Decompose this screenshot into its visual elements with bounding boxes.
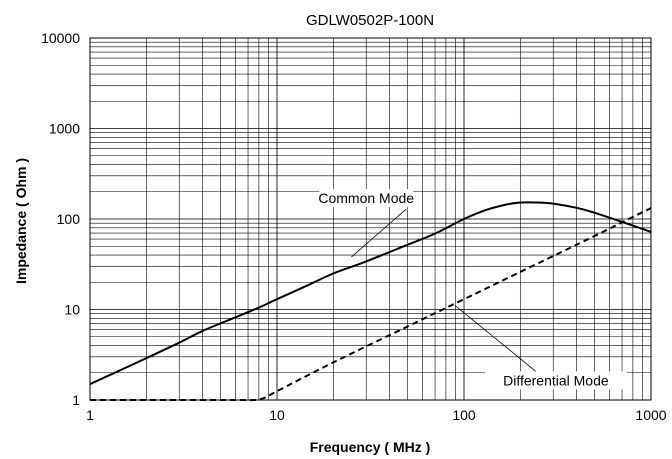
annotation-label: Differential Mode [503,372,609,388]
series-layer [89,201,652,402]
x-tick-label: 10 [269,407,285,423]
plot-frame [89,37,652,401]
y-tick-label: 10 [64,302,80,318]
x-tick-label: 1 [86,407,94,423]
annotation-label: Common Mode [318,190,414,206]
chart-title: GDLW0502P-100N [306,12,434,29]
annotation-leader-line [455,305,537,372]
y-tick-label: 1000 [49,121,80,137]
annotation-leader-line [351,208,407,258]
x-tick-label: 100 [452,407,476,423]
grid-lines [89,37,652,401]
series-line-differential-mode [90,207,652,402]
y-axis-label: Impedance ( Ohm ) [13,158,29,284]
y-tick-label: 100 [57,211,81,227]
x-tick-label: 1000 [635,407,666,423]
tick-labels: 1 10 100 1000 1 10 100 1000 10000 [41,30,667,423]
annotation-label-bg [484,371,627,390]
annotations: Common Mode Differential Mode [318,189,627,390]
x-axis-label: Frequency ( MHz ) [310,439,431,455]
annotation-label-bg [319,189,414,208]
y-tick-label: 1 [72,392,80,408]
series-line-common-mode [89,201,652,386]
y-tick-label: 10000 [41,30,80,46]
